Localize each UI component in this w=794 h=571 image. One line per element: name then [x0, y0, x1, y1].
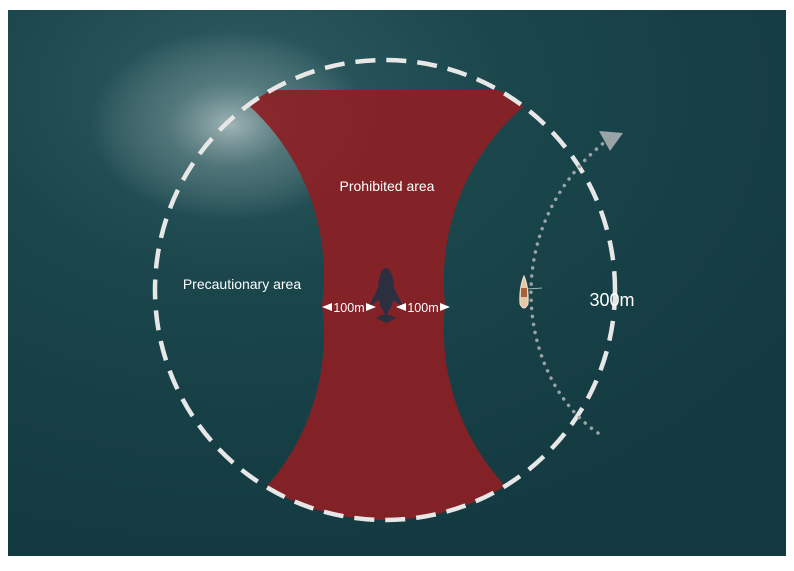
- right-distance-marker: [396, 303, 450, 311]
- right-distance-label: 100m: [407, 301, 438, 315]
- boat-icon: [519, 274, 543, 309]
- left-distance-label: 100m: [333, 301, 364, 315]
- boundary-circle: [152, 57, 618, 523]
- left-distance-marker: [322, 303, 376, 311]
- arrow-head: [599, 131, 623, 151]
- precautionary-area-label: Precautionary area: [183, 276, 302, 292]
- radius-label: 300m: [589, 290, 634, 310]
- prohibited-area-label: Prohibited area: [340, 178, 435, 194]
- whale-icon: [368, 268, 404, 323]
- boat-path-arrow: [529, 139, 608, 435]
